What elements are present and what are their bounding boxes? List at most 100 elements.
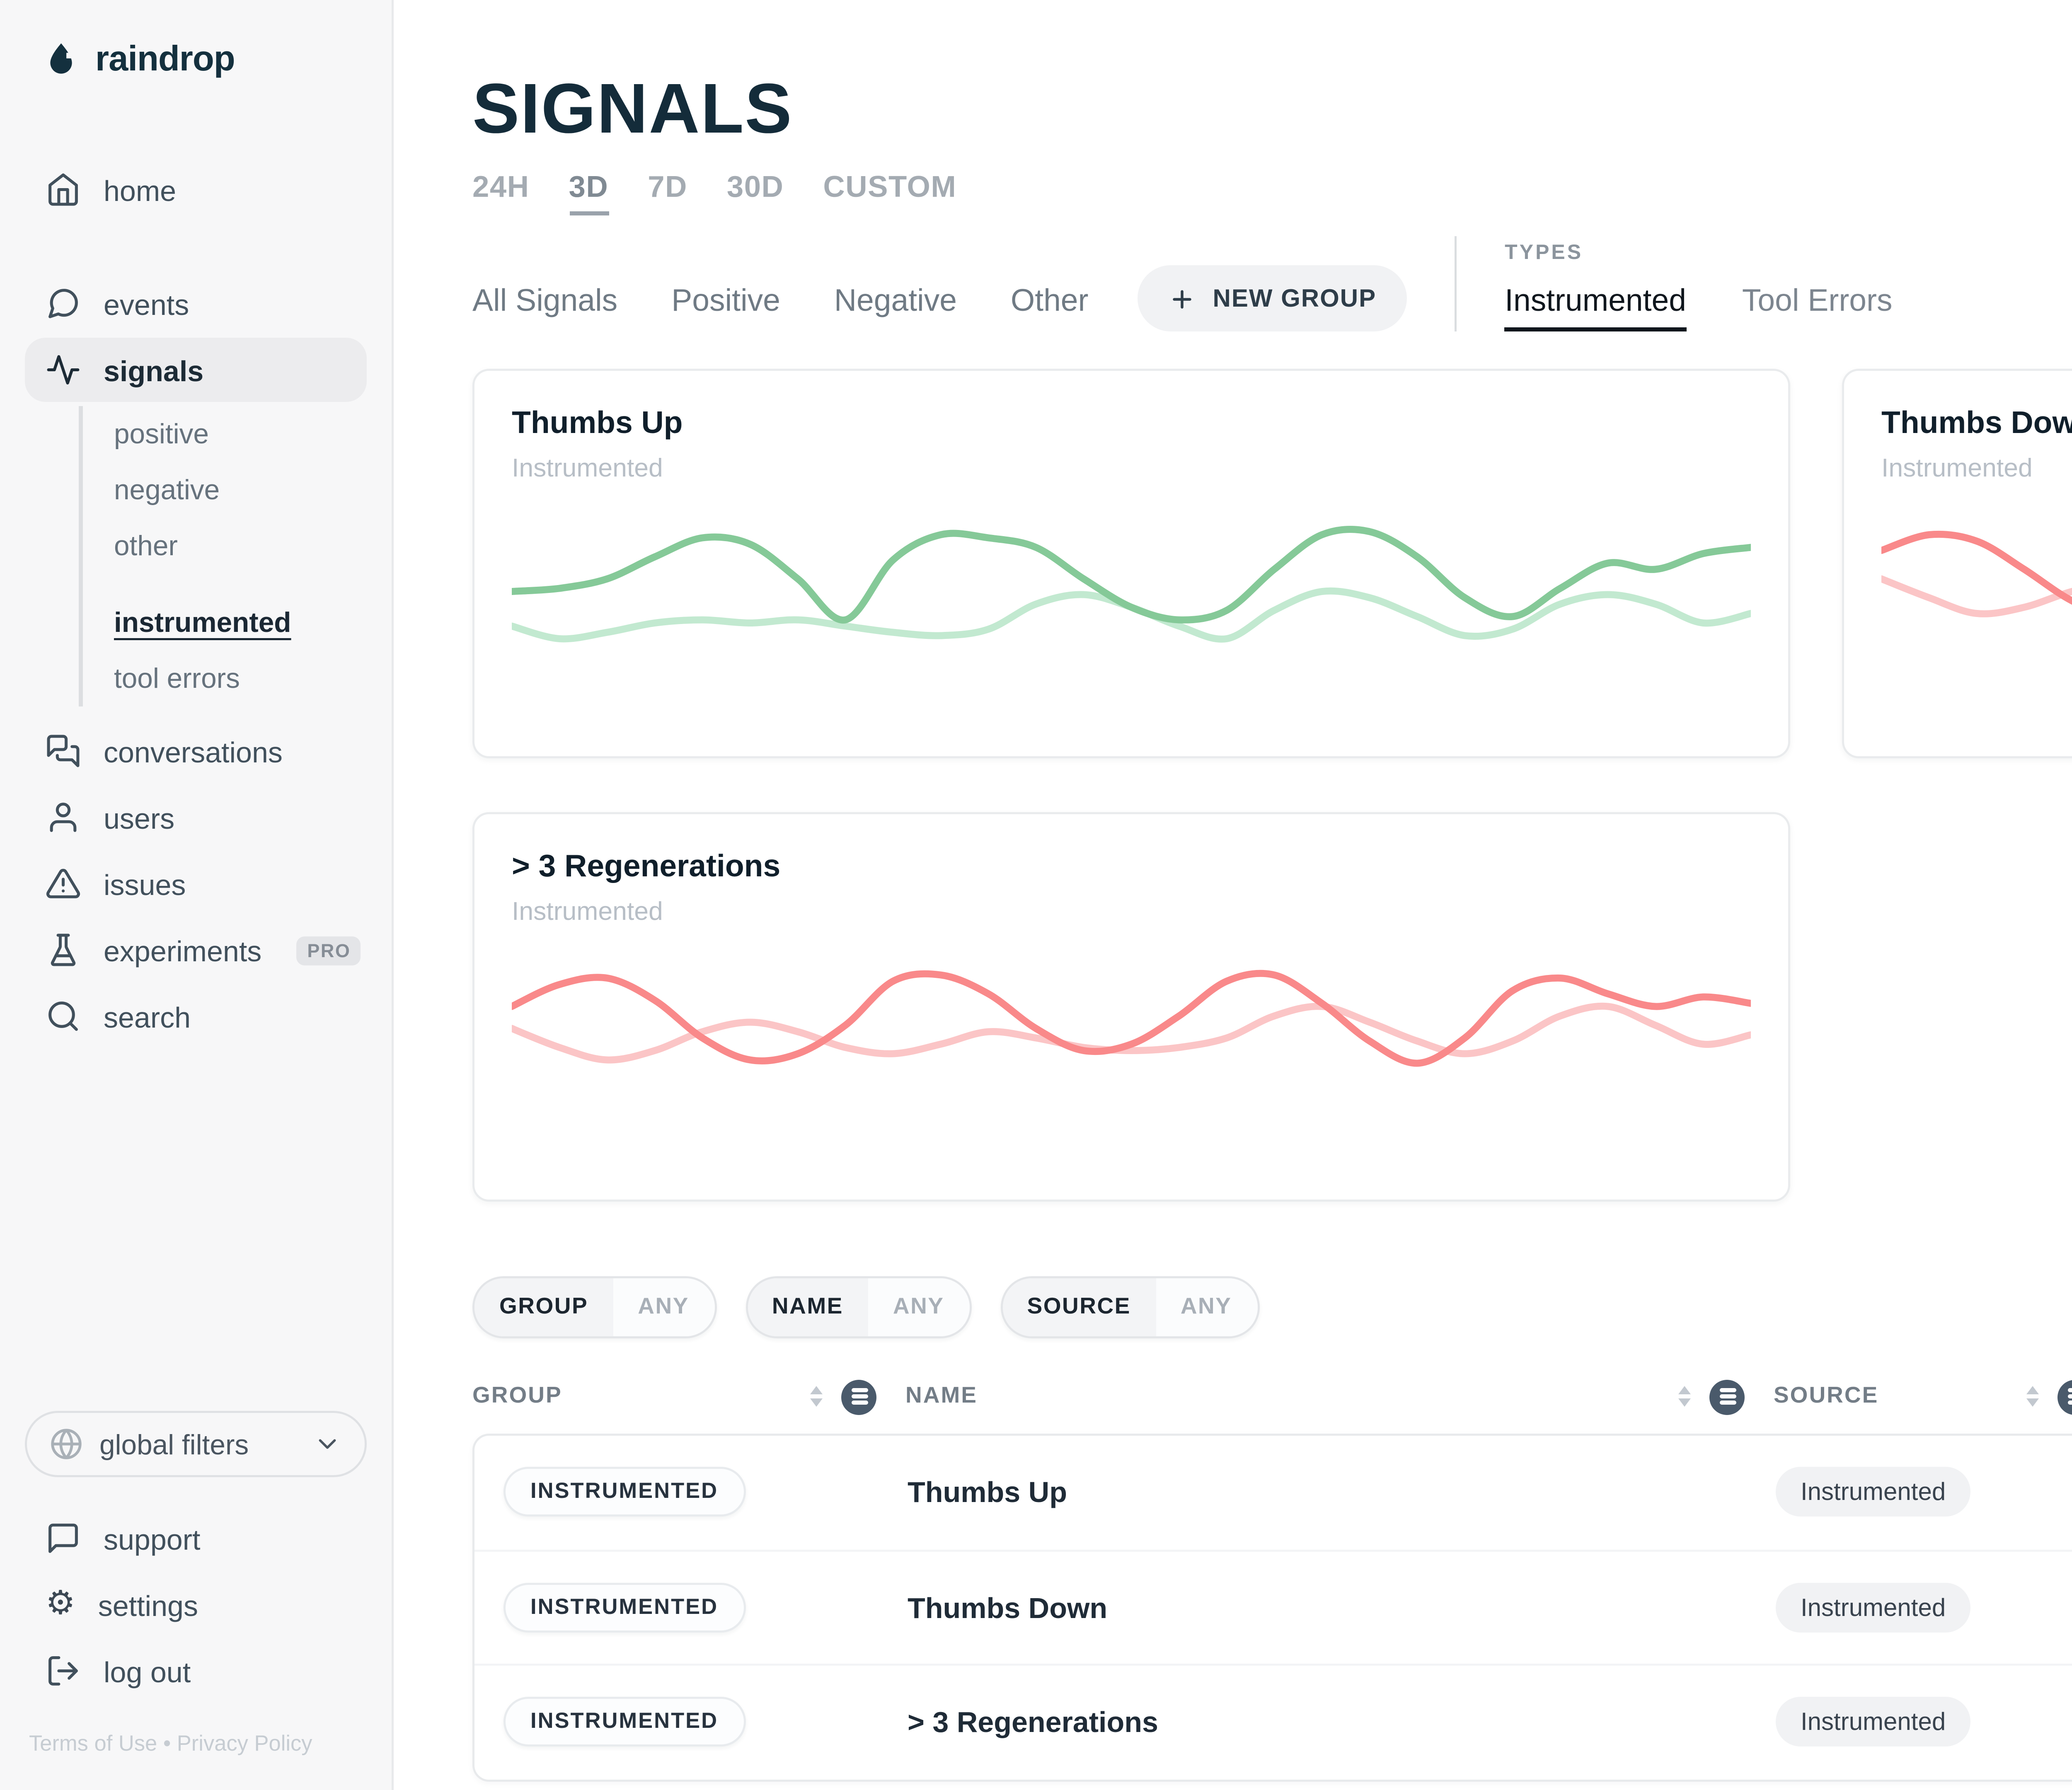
group-badge: INSTRUMENTED: [503, 1467, 746, 1517]
table-filter-chips: GROUP ANY NAME ANY SOURCE ANY: [472, 1276, 2072, 1338]
table-body: INSTRUMENTED Thumbs Up Instrumented 11/2…: [472, 1434, 2072, 1781]
sidebar-item-support[interactable]: support: [25, 1506, 367, 1570]
card-subtitle: Instrumented: [512, 897, 663, 926]
raindrop-logo-icon: [50, 43, 72, 74]
sidebar-bottom: global filters support ⚙ settings log ou…: [0, 1411, 392, 1790]
filter-chip-source[interactable]: SOURCE ANY: [1000, 1276, 1259, 1338]
group-tabs: All Signals Positive Negative Other: [472, 284, 1088, 331]
sort-icon[interactable]: [2026, 1385, 2039, 1408]
sidebar-item-logout[interactable]: log out: [25, 1639, 367, 1703]
sidebar-item-signals[interactable]: signals: [25, 338, 367, 402]
filter-chip-name[interactable]: NAME ANY: [745, 1276, 971, 1338]
sparkline-chart: [1881, 530, 2072, 617]
signal-card-thumbs-down[interactable]: Thumbs Down Instrumented: [1842, 369, 2072, 758]
sidebar-item-label: signals: [104, 353, 204, 387]
time-tab-24h[interactable]: 24H: [472, 172, 530, 205]
new-group-label: NEW GROUP: [1213, 284, 1377, 313]
plus-icon: [1173, 289, 1192, 308]
sidebar-nav: home events signals positive negative ot…: [0, 155, 392, 1050]
time-tab-3d[interactable]: 3D: [569, 172, 609, 215]
column-label: SOURCE: [1774, 1384, 1879, 1409]
sidebar-item-events[interactable]: events: [25, 271, 367, 336]
group-badge: INSTRUMENTED: [503, 1582, 746, 1632]
sidebar-item-label: log out: [104, 1654, 191, 1688]
sidebar-item-label: users: [104, 801, 175, 834]
sparkline-chart: [512, 970, 1751, 1067]
card-title: Thumbs Up: [512, 406, 683, 441]
table-row[interactable]: INSTRUMENTED Thumbs Up Instrumented 11/2…: [474, 1436, 2072, 1549]
global-filters-label: global filters: [99, 1428, 249, 1460]
sidebar-item-negative[interactable]: negative: [114, 474, 220, 506]
new-group-button[interactable]: NEW GROUP: [1138, 265, 1408, 331]
time-tab-30d[interactable]: 30D: [726, 172, 784, 205]
column-header-group: GROUP: [472, 1379, 905, 1414]
source-badge: Instrumented: [1776, 1697, 1971, 1747]
time-tab-7d[interactable]: 7D: [648, 172, 687, 205]
brand-logo[interactable]: raindrop: [41, 37, 392, 81]
sidebar-item-settings[interactable]: ⚙ settings: [25, 1572, 367, 1637]
table-row[interactable]: INSTRUMENTED > 3 Regenerations Instrumen…: [474, 1664, 2072, 1779]
time-range-tabs: 24H 3D 7D 30D CUSTOM: [472, 172, 2072, 215]
table-row[interactable]: INSTRUMENTED Thumbs Down Instrumented 11…: [474, 1548, 2072, 1664]
card-title: > 3 Regenerations: [512, 849, 781, 885]
signal-name: Thumbs Down: [908, 1590, 1108, 1624]
global-filters-button[interactable]: global filters: [25, 1411, 367, 1477]
signal-name: > 3 Regenerations: [908, 1705, 1158, 1739]
signal-card-thumbs-up[interactable]: Thumbs Up Instrumented: [472, 369, 1790, 758]
logout-icon: [48, 1656, 78, 1686]
activity-waveform-icon: [47, 355, 80, 385]
card-subtitle: Instrumented: [512, 454, 663, 483]
signals-subnav: positive negative other instrumented too…: [79, 406, 392, 706]
sidebar-item-home[interactable]: home: [25, 157, 367, 222]
empty-card-slot: [1842, 812, 2072, 1202]
signal-name: Thumbs Up: [908, 1476, 1067, 1509]
signal-card-regenerations[interactable]: > 3 Regenerations Instrumented: [472, 812, 1790, 1202]
sidebar-item-label: issues: [104, 867, 186, 900]
main-content: SIGNALS 24H 3D 7D 30D CUSTOM NEW SIGNAL …: [394, 0, 2072, 1790]
sidebar-item-positive[interactable]: positive: [114, 418, 209, 450]
divider: [1455, 236, 1457, 331]
group-tab-positive[interactable]: Positive: [671, 284, 780, 319]
column-label: GROUP: [472, 1384, 562, 1409]
sidebar-item-tool-errors[interactable]: tool errors: [114, 663, 240, 694]
filter-icon[interactable]: [2057, 1379, 2072, 1414]
flask-icon: [51, 934, 76, 966]
sidebar-item-label: settings: [98, 1588, 198, 1621]
sidebar-item-issues[interactable]: issues: [25, 851, 367, 916]
chip-value: ANY: [868, 1278, 969, 1336]
sort-icon[interactable]: [810, 1385, 823, 1408]
user-icon: [50, 803, 77, 832]
sidebar-item-label: support: [104, 1522, 201, 1555]
page-title: SIGNALS: [472, 70, 793, 149]
group-tab-other[interactable]: Other: [1010, 284, 1089, 319]
sidebar-item-instrumented[interactable]: instrumented: [114, 607, 291, 638]
sort-icon[interactable]: [1678, 1385, 1691, 1408]
sidebar-item-experiments[interactable]: experiments PRO: [25, 918, 367, 982]
time-tab-custom[interactable]: CUSTOM: [823, 172, 957, 205]
type-tab-tool-errors[interactable]: Tool Errors: [1742, 284, 1893, 319]
legal-links[interactable]: Terms of Use • Privacy Policy: [29, 1732, 312, 1757]
filter-icon[interactable]: [1709, 1379, 1745, 1414]
column-header-name: NAME: [905, 1379, 1774, 1414]
brand-name: raindrop: [95, 38, 235, 78]
card-title: Thumbs Down: [1881, 406, 2072, 441]
sidebar-item-search[interactable]: search: [25, 984, 367, 1048]
gear-icon: ⚙: [46, 1587, 75, 1622]
types-block: TYPES Instrumented Tool Errors: [1505, 242, 1893, 331]
sidebar-item-users[interactable]: users: [25, 785, 367, 849]
sidebar-item-conversations[interactable]: conversations: [25, 719, 367, 783]
group-tab-all-signals[interactable]: All Signals: [472, 284, 618, 319]
chevron-down-icon: [319, 1439, 336, 1449]
filter-icon[interactable]: [841, 1379, 876, 1414]
chip-value: ANY: [1155, 1278, 1257, 1336]
group-tab-negative[interactable]: Negative: [834, 284, 957, 319]
sidebar-item-other[interactable]: other: [114, 530, 178, 561]
filter-chip-group[interactable]: GROUP ANY: [472, 1276, 716, 1338]
alert-triangle-icon: [46, 868, 80, 898]
support-chat-icon: [48, 1524, 78, 1553]
type-tab-instrumented[interactable]: Instrumented: [1505, 284, 1686, 331]
table-header: GROUP NAME SOURCE: [472, 1359, 2072, 1434]
signals-table: GROUP NAME SOURCE: [472, 1359, 2072, 1781]
group-badge: INSTRUMENTED: [503, 1697, 746, 1747]
